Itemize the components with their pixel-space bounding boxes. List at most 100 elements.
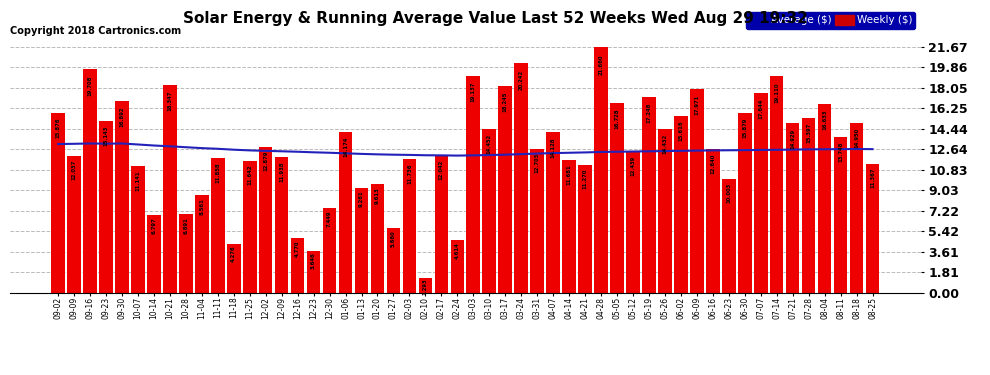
Bar (466, 76, 480, 292)
Text: 19.708: 19.708 (87, 76, 92, 96)
Text: 14.174: 14.174 (343, 136, 348, 157)
Text: 14.929: 14.929 (790, 128, 795, 148)
Bar (546, 132, 560, 292)
Text: 16.633: 16.633 (822, 110, 827, 130)
Bar (562, 160, 576, 292)
Bar (163, 85, 176, 292)
Bar (610, 103, 624, 292)
Text: 9.261: 9.261 (359, 191, 364, 207)
Text: 16.892: 16.892 (120, 107, 125, 127)
Bar (722, 179, 736, 292)
Legend: Average ($), Weekly ($): Average ($), Weekly ($) (746, 12, 916, 28)
Bar (259, 147, 272, 292)
Text: 13.748: 13.748 (839, 141, 843, 162)
Text: 21.660: 21.660 (599, 54, 604, 75)
Text: 11.270: 11.270 (582, 169, 588, 189)
Bar (243, 160, 256, 292)
Text: 11.642: 11.642 (248, 165, 252, 185)
Bar (674, 116, 688, 292)
Text: 12.439: 12.439 (631, 156, 636, 176)
Text: 15.616: 15.616 (678, 121, 683, 141)
Bar (419, 278, 433, 292)
Text: 12.042: 12.042 (439, 160, 444, 180)
Bar (578, 165, 592, 292)
Text: 20.242: 20.242 (519, 70, 524, 90)
Text: 11.736: 11.736 (407, 164, 412, 184)
Bar (67, 156, 81, 292)
Text: 14.950: 14.950 (854, 128, 859, 148)
Bar (148, 216, 160, 292)
Text: 15.397: 15.397 (806, 123, 811, 144)
Bar (706, 149, 720, 292)
Bar (323, 208, 337, 292)
Text: 11.367: 11.367 (870, 168, 875, 188)
Bar (754, 93, 767, 292)
Bar (435, 156, 448, 292)
Bar (498, 86, 512, 292)
Text: 18.347: 18.347 (167, 91, 172, 111)
Text: 9.613: 9.613 (375, 187, 380, 204)
Text: 17.971: 17.971 (694, 95, 699, 116)
Text: 12.640: 12.640 (710, 153, 716, 174)
Bar (818, 104, 832, 292)
Text: 4.276: 4.276 (232, 246, 237, 262)
Text: 5.660: 5.660 (391, 230, 396, 247)
Text: 11.858: 11.858 (215, 162, 221, 183)
Bar (450, 240, 464, 292)
Text: 8.561: 8.561 (199, 198, 204, 215)
Bar (370, 183, 384, 292)
Bar (275, 157, 288, 292)
Bar (291, 238, 304, 292)
Text: 6.891: 6.891 (183, 217, 188, 234)
Text: 18.245: 18.245 (503, 92, 508, 112)
Text: 14.128: 14.128 (550, 137, 555, 158)
Bar (179, 214, 193, 292)
Bar (738, 112, 751, 292)
Bar (83, 69, 97, 292)
Bar (99, 121, 113, 292)
Bar (482, 129, 496, 292)
Bar (594, 47, 608, 292)
Text: 19.110: 19.110 (774, 82, 779, 103)
Text: 19.137: 19.137 (471, 82, 476, 102)
Text: 12.879: 12.879 (263, 151, 268, 171)
Bar (195, 195, 209, 292)
Text: 14.432: 14.432 (662, 134, 667, 154)
Text: 12.037: 12.037 (71, 160, 76, 180)
Bar (339, 132, 352, 292)
Bar (131, 166, 145, 292)
Text: 16.728: 16.728 (615, 109, 620, 129)
Bar (227, 244, 241, 292)
Text: 17.644: 17.644 (758, 99, 763, 119)
Text: 7.449: 7.449 (327, 211, 332, 227)
Bar (531, 148, 544, 292)
Bar (834, 137, 847, 292)
Text: 12.703: 12.703 (535, 153, 540, 173)
Bar (307, 251, 321, 292)
Text: 17.248: 17.248 (646, 103, 651, 123)
Bar (51, 112, 65, 292)
Text: 15.143: 15.143 (104, 126, 109, 146)
Bar (515, 63, 528, 292)
Bar (658, 129, 671, 292)
Bar (387, 228, 400, 292)
Text: 4.770: 4.770 (295, 240, 300, 256)
Text: 15.876: 15.876 (55, 118, 60, 138)
Bar (849, 123, 863, 292)
Text: 1.293: 1.293 (423, 278, 428, 295)
Text: 3.646: 3.646 (311, 252, 316, 269)
Bar (115, 101, 129, 292)
Bar (865, 164, 879, 292)
Text: 11.681: 11.681 (566, 164, 571, 185)
Text: 11.141: 11.141 (136, 170, 141, 190)
Text: 4.614: 4.614 (454, 242, 459, 258)
Bar (643, 97, 655, 292)
Bar (770, 76, 783, 292)
Bar (211, 158, 225, 292)
Text: 14.452: 14.452 (487, 134, 492, 154)
Bar (690, 89, 704, 292)
Bar (786, 123, 800, 292)
Text: 10.003: 10.003 (727, 183, 732, 203)
Bar (354, 188, 368, 292)
Bar (802, 118, 816, 292)
